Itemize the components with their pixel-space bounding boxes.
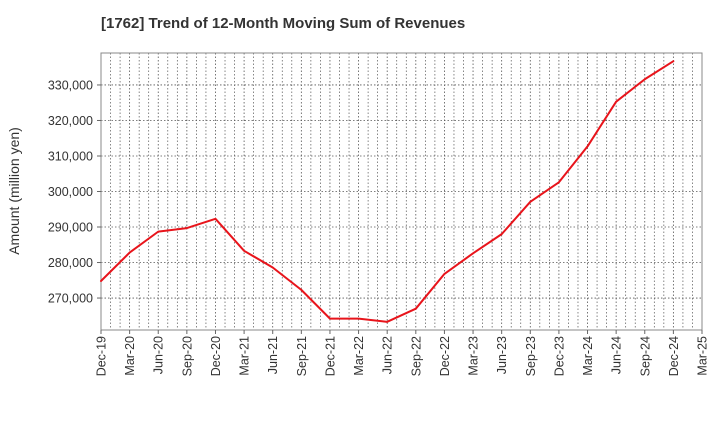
y-axis-label: Amount (million yen)	[6, 127, 22, 255]
x-tick-label: Jun-20	[152, 336, 166, 374]
x-tick-label: Dec-19	[95, 336, 109, 376]
x-tick-label: Dec-22	[438, 336, 452, 376]
x-tick-label: Jun-23	[495, 336, 509, 374]
chart-title: [1762] Trend of 12-Month Moving Sum of R…	[101, 15, 466, 32]
y-tick-label: 310,000	[48, 149, 93, 163]
x-tick-label: Dec-23	[552, 336, 566, 376]
x-tick-label: Dec-20	[209, 336, 223, 376]
y-tick-label: 330,000	[48, 78, 93, 92]
x-axis-ticks: Dec-19 Mar-20 Jun-20 Sep-20 Dec-20 Mar-21 Jun-…	[95, 330, 710, 376]
plot-area-frame	[100, 52, 703, 331]
x-tick-label: Sep-21	[295, 336, 309, 376]
x-tick-label: Sep-20	[180, 336, 194, 376]
x-tick-label: Mar-21	[238, 336, 252, 376]
y-axis-ticks: 270,000 280,000 290,000 300,000 310,000 320,0…	[48, 78, 101, 306]
x-tick-label: Mar-20	[123, 336, 137, 376]
series-layer	[100, 60, 675, 323]
x-tick-label: Dec-21	[323, 336, 337, 376]
x-tick-label: Dec-24	[667, 336, 681, 376]
x-tick-label: Sep-23	[524, 336, 538, 376]
series-line	[100, 60, 675, 323]
y-tick-label: 290,000	[48, 221, 93, 235]
x-tick-label: Mar-22	[352, 336, 366, 376]
x-tick-label: Mar-23	[467, 336, 481, 376]
grid-lines	[101, 53, 702, 330]
y-tick-label: 300,000	[48, 185, 93, 199]
x-tick-label: Sep-22	[409, 336, 423, 376]
y-tick-label: 270,000	[48, 292, 93, 306]
x-tick-label: Sep-24	[638, 336, 652, 376]
y-tick-label: 320,000	[48, 114, 93, 128]
x-tick-label: Jun-24	[610, 336, 624, 374]
x-tick-label: Jun-21	[266, 336, 280, 374]
x-tick-label: Mar-24	[581, 336, 595, 376]
x-tick-label: Jun-22	[381, 336, 395, 374]
x-tick-label: Mar-25	[696, 336, 710, 376]
y-tick-label: 280,000	[48, 256, 93, 270]
